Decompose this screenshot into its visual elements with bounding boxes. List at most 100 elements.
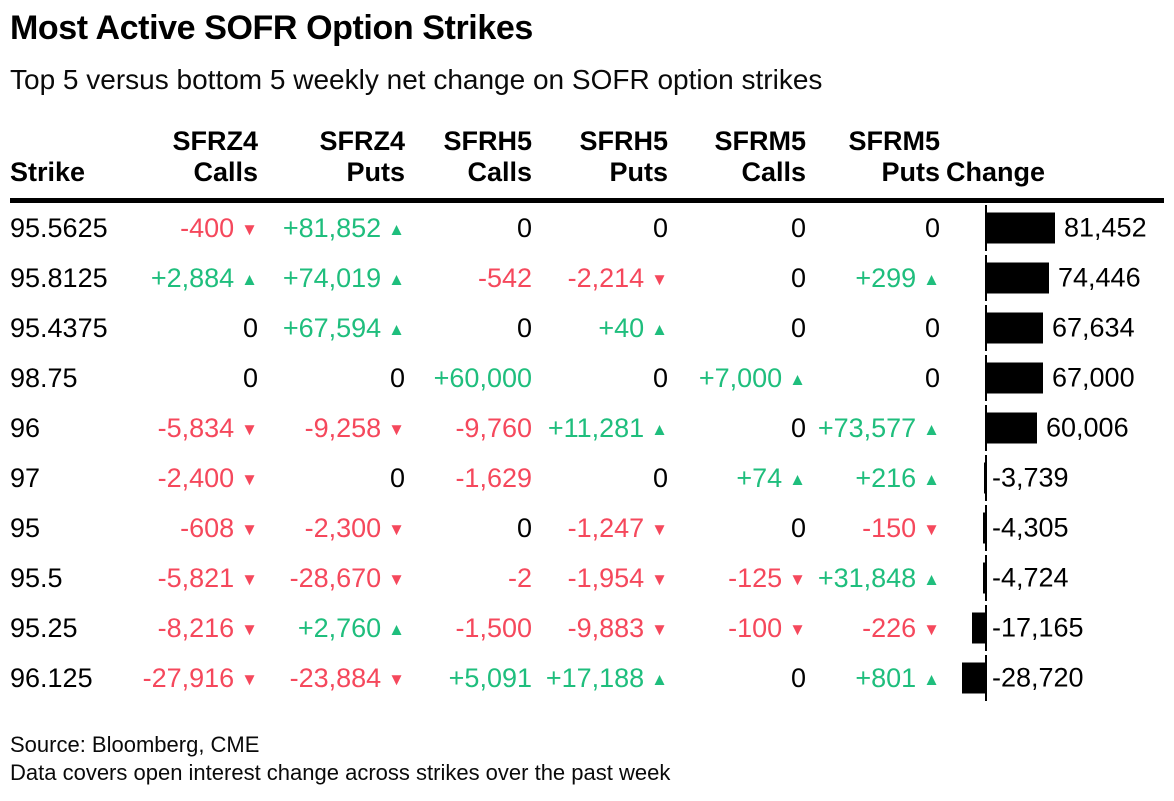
- change-total-value: -3,739: [992, 462, 1069, 493]
- change-bar: [983, 512, 987, 544]
- change-total-value: 67,000: [1052, 362, 1135, 393]
- down-triangle-icon: ▼: [241, 619, 258, 639]
- net-change-value: +40: [598, 312, 645, 343]
- net-change-value: +11,281: [547, 412, 645, 443]
- net-change-value: 0: [652, 362, 668, 393]
- net-change-value: -2: [507, 562, 532, 593]
- net-change-value: 0: [516, 512, 532, 543]
- data-note: Data covers open interest change across …: [10, 760, 671, 786]
- up-triangle-icon: ▲: [651, 669, 668, 689]
- strike-value: 95.25: [10, 612, 78, 643]
- down-triangle-icon: ▼: [241, 569, 258, 589]
- net-change-value: -27,916: [142, 662, 235, 693]
- cell-sfrz4-calls: -5,821 ▼: [130, 563, 258, 594]
- cell-sfrz4-calls: -27,916 ▼: [130, 663, 258, 694]
- cell-sfrz4-puts: 0: [258, 363, 405, 394]
- up-triangle-icon: ▲: [923, 569, 940, 589]
- cell-sfrz4-puts: -2,300 ▼: [258, 513, 405, 544]
- net-change-value: 0: [790, 312, 806, 343]
- up-triangle-icon: ▲: [923, 269, 940, 289]
- contract-symbol: SFRH5: [443, 126, 532, 157]
- cell-sfrh5-puts: -1,954 ▼: [532, 563, 668, 594]
- cell-change: 67,634: [940, 303, 1164, 353]
- up-triangle-icon: ▲: [388, 269, 405, 289]
- table-row: 95.8125 +2,884 ▲ +74,019 ▲ -542 -2,214 ▼ 0 +299 ▲ 7…: [10, 253, 1164, 303]
- net-change-value: -1,500: [455, 612, 532, 643]
- cell-sfrm5-puts: +801 ▲: [806, 663, 940, 694]
- strike-value: 98.75: [10, 362, 78, 393]
- chart-title: Most Active SOFR Option Strikes: [10, 9, 533, 47]
- strike-value: 97: [10, 462, 41, 493]
- contract-type: Calls: [193, 157, 258, 188]
- table-row: 97 -2,400 ▼ 0 -1,629 0 +74 ▲ +216 ▲ -3,739: [10, 453, 1164, 503]
- cell-change: 67,000: [940, 353, 1164, 403]
- cell-sfrh5-calls: +60,000: [405, 363, 532, 394]
- source-note: Source: Bloomberg, CME: [10, 732, 260, 758]
- col-header-sfrm5-puts: SFRM5 Puts: [806, 126, 940, 188]
- cell-sfrz4-puts: -28,670 ▼: [258, 563, 405, 594]
- net-change-value: +2,884: [150, 262, 235, 293]
- net-change-value: -226: [862, 612, 917, 643]
- net-change-value: 0: [924, 312, 940, 343]
- net-change-value: +73,577: [817, 412, 917, 443]
- col-header-sfrh5-puts: SFRH5 Puts: [532, 126, 668, 188]
- cell-sfrz4-calls: 0: [130, 363, 258, 394]
- down-triangle-icon: ▼: [651, 519, 668, 539]
- net-change-value: +17,188: [545, 662, 645, 693]
- strike-value: 95: [10, 512, 41, 543]
- net-change-value: +801: [855, 662, 917, 693]
- change-total-value: 67,634: [1052, 312, 1135, 343]
- net-change-value: -9,883: [567, 612, 645, 643]
- up-triangle-icon: ▲: [388, 319, 405, 339]
- down-triangle-icon: ▼: [651, 269, 668, 289]
- cell-sfrz4-calls: -400 ▼: [130, 213, 258, 244]
- net-change-value: -5,834: [157, 412, 235, 443]
- net-change-value: -125: [728, 562, 783, 593]
- cell-sfrm5-puts: 0: [806, 213, 940, 244]
- net-change-value: +81,852: [282, 212, 382, 243]
- net-change-value: -2,300: [304, 512, 382, 543]
- cell-sfrm5-calls: 0: [668, 313, 806, 344]
- table-header: Strike SFRZ4 Calls SFRZ4 Puts SFRH5 Call…: [10, 126, 1164, 204]
- change-total-value: 74,446: [1058, 262, 1141, 293]
- net-change-value: 0: [790, 512, 806, 543]
- net-change-value: 0: [652, 462, 668, 493]
- cell-sfrh5-calls: +5,091: [405, 663, 532, 694]
- cell-sfrh5-puts: 0: [532, 363, 668, 394]
- cell-sfrz4-calls: 0: [130, 313, 258, 344]
- cell-sfrm5-calls: 0: [668, 663, 806, 694]
- contract-symbol: SFRZ4: [172, 126, 258, 157]
- net-change-value: -1,247: [567, 512, 645, 543]
- change-total-value: -28,720: [992, 662, 1084, 693]
- net-change-value: 0: [790, 662, 806, 693]
- contract-type: Puts: [881, 157, 940, 188]
- col-header-sfrm5-calls: SFRM5 Calls: [668, 126, 806, 188]
- change-bar: [985, 362, 1043, 394]
- down-triangle-icon: ▼: [388, 519, 405, 539]
- strike-value: 95.4375: [10, 312, 108, 343]
- cell-sfrh5-calls: -2: [405, 563, 532, 594]
- net-change-value: -1,954: [567, 562, 645, 593]
- strike-value: 96: [10, 412, 41, 443]
- cell-sfrz4-calls: -8,216 ▼: [130, 613, 258, 644]
- table-row: 95.4375 0 +67,594 ▲ 0 +40 ▲ 0 0 67,634: [10, 303, 1164, 353]
- cell-sfrm5-puts: +299 ▲: [806, 263, 940, 294]
- cell-sfrm5-puts: -226 ▼: [806, 613, 940, 644]
- contract-symbol: SFRM5: [714, 126, 806, 157]
- net-change-value: -542: [477, 262, 532, 293]
- net-change-value: 0: [790, 212, 806, 243]
- cell-sfrh5-puts: +17,188 ▲: [532, 663, 668, 694]
- table-row: 95.5625 -400 ▼ +81,852 ▲ 0 0 0 0 81,452: [10, 203, 1164, 253]
- cell-sfrm5-puts: 0: [806, 363, 940, 394]
- net-change-value: -23,884: [289, 662, 382, 693]
- change-total-value: -4,724: [992, 562, 1069, 593]
- cell-sfrz4-puts: -23,884 ▼: [258, 663, 405, 694]
- strike-value: 95.5: [10, 562, 63, 593]
- table-row: 95.25 -8,216 ▼ +2,760 ▲ -1,500 -9,883 ▼ -100 ▼ -22…: [10, 603, 1164, 653]
- cell-sfrm5-puts: -150 ▼: [806, 513, 940, 544]
- cell-sfrh5-calls: -1,629: [405, 463, 532, 494]
- col-header-sfrh5-calls: SFRH5 Calls: [405, 126, 532, 188]
- cell-sfrz4-puts: -9,258 ▼: [258, 413, 405, 444]
- net-change-value: +5,091: [448, 662, 532, 693]
- cell-sfrz4-calls: +2,884 ▲: [130, 263, 258, 294]
